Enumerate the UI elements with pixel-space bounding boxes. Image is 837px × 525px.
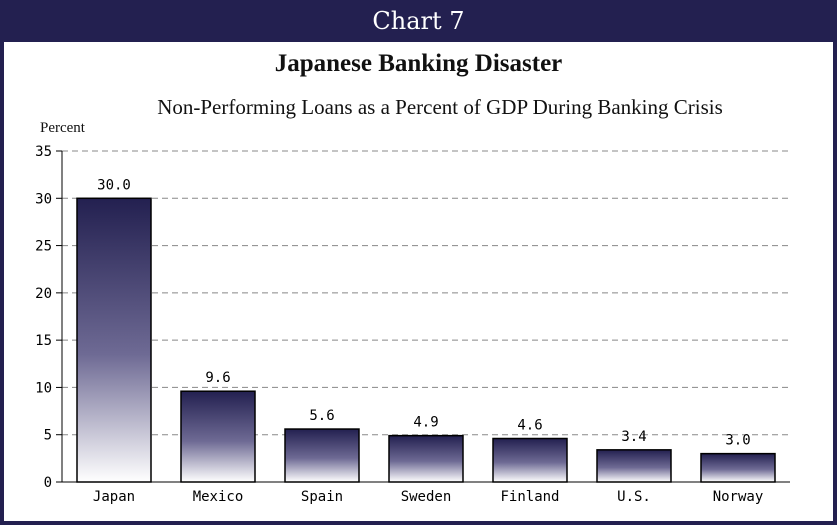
bar-spain <box>284 428 360 483</box>
bar-norway <box>700 452 776 483</box>
bar-value-label: 4.9 <box>413 415 438 431</box>
y-tick-label: 0 <box>44 475 52 491</box>
chart-number-header: Chart 7 <box>0 0 837 42</box>
y-tick-label: 20 <box>35 286 52 302</box>
y-tick-label: 35 <box>35 144 52 160</box>
labels: 0 5 10 15 20 25 30 35 30.0 Japan 9.6 Mexico 5.6 Spain… <box>35 144 763 505</box>
bars <box>76 197 776 483</box>
y-tick-label: 15 <box>35 333 52 349</box>
gridlines <box>62 150 790 436</box>
y-axis-label: Percent <box>40 120 85 136</box>
bar-value-label: 4.6 <box>517 417 542 433</box>
axes <box>56 150 790 483</box>
bar-us <box>596 449 672 483</box>
x-tick-label: Finland <box>500 489 559 505</box>
bar-sweden <box>388 434 464 483</box>
bar-japan <box>76 197 152 483</box>
x-tick-label: Norway <box>713 489 764 505</box>
y-tick-label: 30 <box>35 191 52 207</box>
bar-value-label: 30.0 <box>97 177 131 193</box>
x-tick-label: Japan <box>93 489 135 505</box>
x-tick-label: Spain <box>301 489 343 505</box>
y-tick-label: 10 <box>35 380 52 396</box>
chart-title: Japanese Banking Disaster <box>274 50 563 77</box>
y-tick-label: 25 <box>35 239 52 255</box>
bar-value-label: 3.0 <box>725 433 750 449</box>
bar-value-label: 5.6 <box>309 408 334 424</box>
x-tick-label: Mexico <box>193 489 244 505</box>
chart-subtitle: Non-Performing Loans as a Percent of GDP… <box>157 95 723 119</box>
bar-mexico <box>180 390 256 483</box>
bar-finland <box>492 437 568 483</box>
x-tick-label: U.S. <box>617 489 651 505</box>
y-tick-label: 5 <box>44 428 52 444</box>
x-tick-label: Sweden <box>401 489 452 505</box>
bar-value-label: 3.4 <box>621 429 646 445</box>
bar-value-label: 9.6 <box>205 370 230 386</box>
